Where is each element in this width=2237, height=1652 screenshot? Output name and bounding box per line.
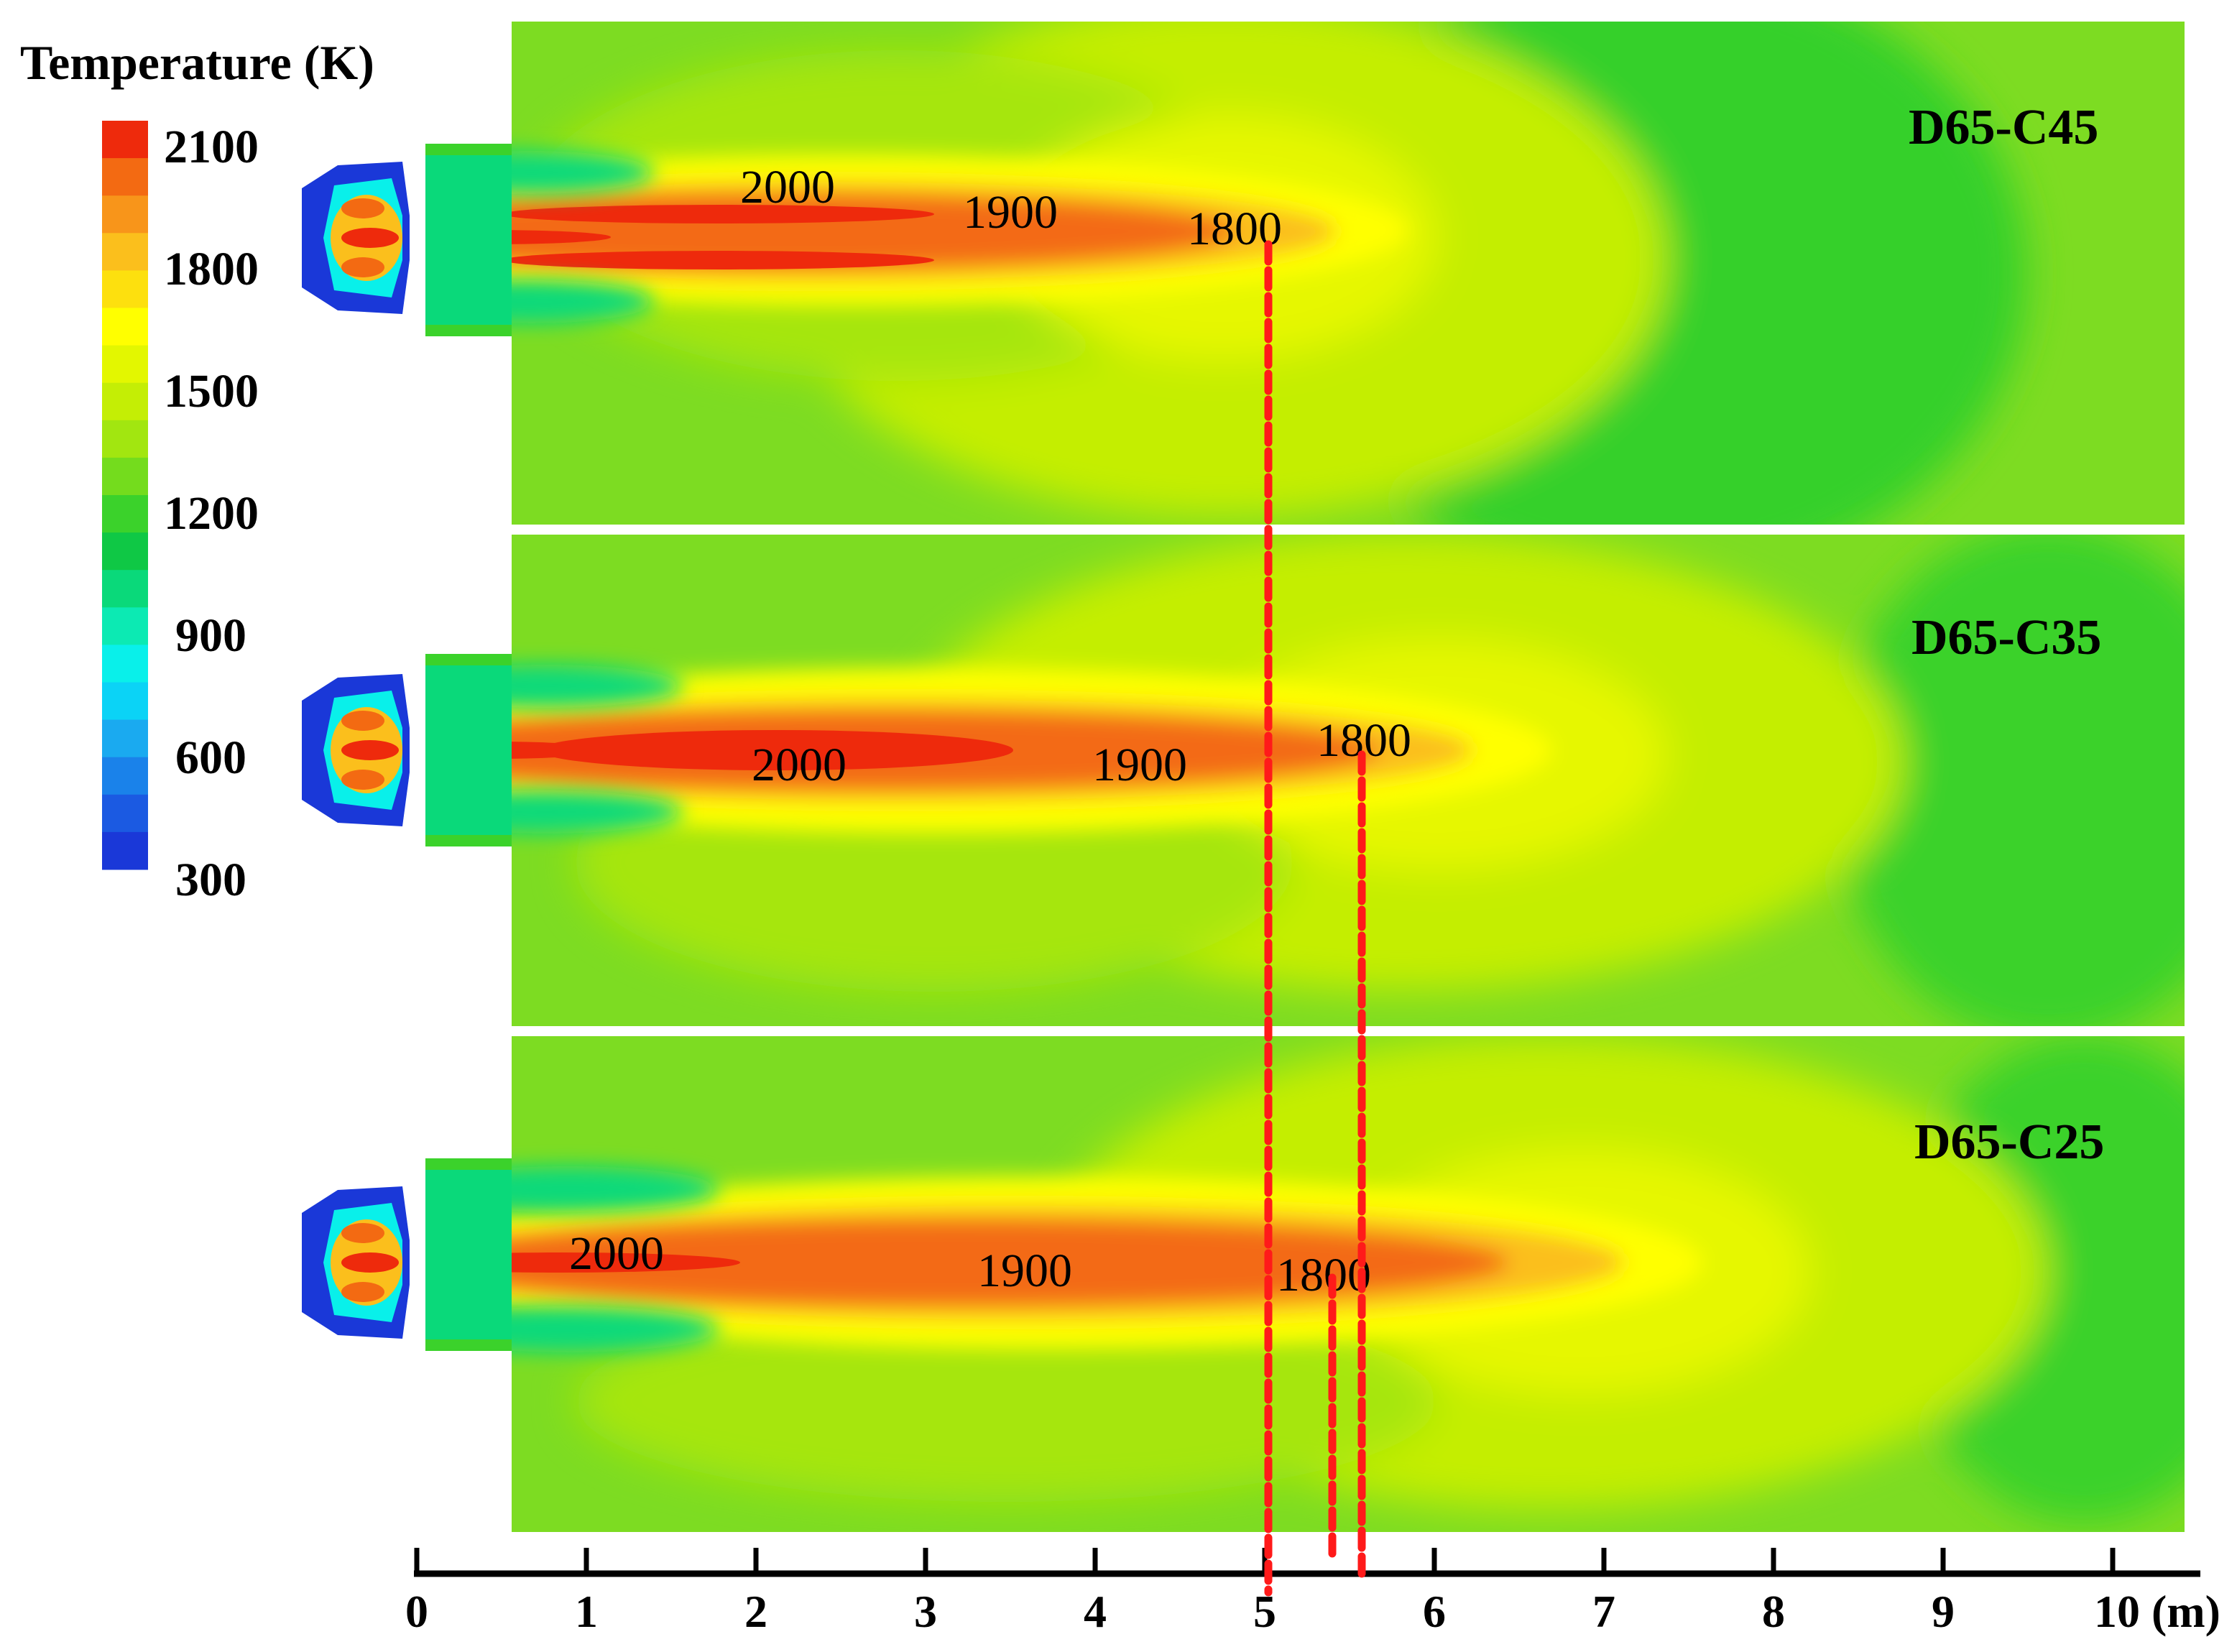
legend-color-swatch [102, 719, 148, 758]
legend-color-swatch [102, 570, 148, 608]
legend-color-swatch [102, 532, 148, 571]
legend-tick-label: 1500 [164, 365, 259, 417]
legend-color-swatch [102, 682, 148, 721]
contour-field [512, 535, 2185, 1026]
legend-color-swatch [102, 382, 148, 421]
burner-nozzle [302, 162, 410, 314]
contour-field [512, 22, 2185, 525]
contour-panel-d65-c45: 2000 1900 1800 D65-C45 [302, 22, 2185, 525]
legend-tick-label: 900 [175, 609, 246, 662]
axis-tick-label: 9 [1932, 1586, 1955, 1637]
legend-color-swatch [102, 308, 148, 346]
axis-tick-label: 3 [914, 1586, 937, 1637]
legend-color-swatch [102, 420, 148, 458]
axis-tick-label: 5 [1253, 1586, 1276, 1637]
legend-color-swatch [102, 495, 148, 533]
legend-color-swatch [102, 831, 148, 870]
contour-field [512, 1036, 2185, 1532]
legend-tick-label: 300 [175, 854, 246, 906]
axis-tick-label: 6 [1423, 1586, 1446, 1637]
legend-tick-label: 1800 [164, 243, 259, 295]
isotherm-label-2000: 2000 [752, 739, 847, 791]
isotherm-label-1800: 1800 [1276, 1249, 1371, 1301]
legend-color-swatch [102, 757, 148, 795]
legend-color-swatch [102, 121, 148, 159]
burner-nozzle [302, 1186, 410, 1339]
legend-tick-label: 2100 [164, 121, 259, 173]
contour-panel-d65-c35: 2000 1900 1800 D65-C35 [302, 535, 2185, 1026]
case-label: D65-C45 [1909, 100, 2098, 155]
isotherm-label-1900: 1900 [977, 1245, 1072, 1297]
isotherm-label-1900: 1900 [963, 186, 1058, 239]
legend-color-swatch [102, 345, 148, 384]
legend-title: Temperature (K) [20, 35, 374, 90]
axis-tick-label: 7 [1592, 1586, 1615, 1637]
burner-nozzle [302, 674, 410, 826]
legend-color-swatch [102, 794, 148, 833]
legend-color-swatch [102, 270, 148, 308]
legend-color-swatch [102, 457, 148, 496]
burner-throat [425, 654, 512, 846]
axis-tick-label: 8 [1762, 1586, 1785, 1637]
legend-color-swatch [102, 195, 148, 234]
isotherm-label-2000: 2000 [740, 161, 835, 213]
axis-tick-label: 1 [575, 1586, 598, 1637]
distance-axis: 0 1 2 3 4 5 6 7 8 9 10 (m) [405, 1548, 2220, 1637]
axis-tick-labels: 0 1 2 3 4 5 6 7 8 9 10 (m) [405, 1586, 2220, 1637]
legend-tick-labels: 2100 1800 1500 1200 900 600 300 [164, 121, 259, 906]
legend-tick-label: 1200 [164, 487, 259, 540]
case-label: D65-C35 [1911, 610, 2101, 665]
axis-tick-label: 4 [1084, 1586, 1107, 1637]
burner-throat [425, 1158, 512, 1351]
legend-color-swatch [102, 645, 148, 683]
axis-tick-label: 2 [744, 1586, 767, 1637]
isotherm-label-2000: 2000 [569, 1227, 664, 1280]
legend-color-swatch [102, 607, 148, 645]
legend-color-swatch [102, 233, 148, 271]
axis-tick-label: 0 [405, 1586, 428, 1637]
legend-tick-label: 600 [175, 732, 246, 784]
contour-panel-d65-c25: 2000 1900 1800 D65-C25 [302, 1036, 2185, 1532]
flame-length-markers [1264, 240, 1366, 1597]
case-label: D65-C25 [1914, 1115, 2104, 1170]
legend-color-swatch [102, 158, 148, 196]
isotherm-label-1900: 1900 [1092, 739, 1187, 791]
legend-colorbar [102, 121, 148, 870]
burner-throat [425, 144, 512, 336]
axis-tick-label: 10 (m) [2094, 1586, 2220, 1637]
